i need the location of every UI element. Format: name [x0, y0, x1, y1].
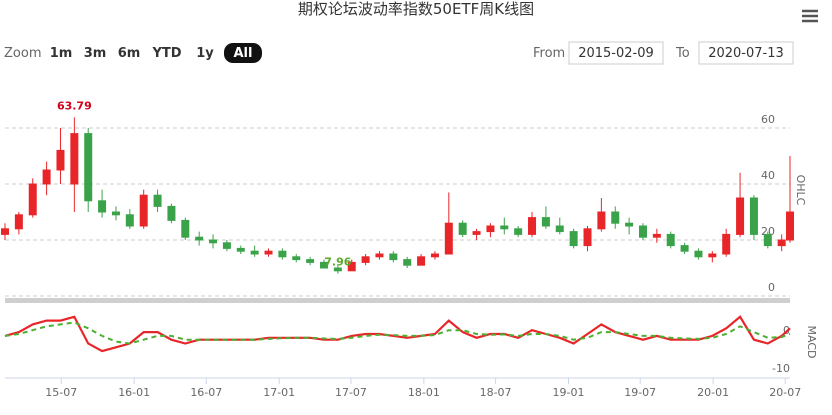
x-tick-label: 19-01	[553, 386, 585, 399]
y-tick-label: 40	[761, 169, 775, 182]
candle-body	[28, 183, 37, 216]
x-tick-label: 18-07	[480, 386, 512, 399]
zoom-label: Zoom	[4, 46, 41, 61]
x-tick-label: 18-01	[408, 386, 440, 399]
candle-body	[209, 239, 218, 244]
candle-body	[70, 133, 79, 185]
candle-body	[111, 211, 120, 216]
candle-body	[84, 133, 93, 202]
candle-body	[417, 256, 426, 266]
candle-body	[736, 197, 745, 235]
y-tick-label: -10	[772, 362, 790, 375]
candle-body	[42, 169, 51, 185]
candle-body	[652, 233, 661, 238]
y-axis-title: OHLC	[794, 175, 807, 206]
candle-body	[98, 200, 107, 213]
candle-body	[430, 253, 439, 258]
macd-line	[4, 315, 791, 353]
candle-body	[389, 253, 398, 261]
annotation: 7.96	[324, 256, 351, 269]
zoom-button[interactable]: 1y	[196, 46, 214, 61]
candle-body	[444, 222, 453, 255]
x-tick-label: 19-07	[624, 386, 656, 399]
candle-body	[181, 219, 190, 238]
y-tick-label: 0	[768, 281, 775, 294]
candle-body	[786, 211, 794, 241]
candle-body	[361, 256, 370, 263]
candle-body	[625, 222, 634, 227]
candle-body	[458, 222, 467, 235]
x-tick-label: 20-07	[769, 386, 801, 399]
candle-body	[694, 250, 703, 258]
candle-body	[472, 231, 481, 235]
zoom-button-bg[interactable]	[224, 43, 262, 63]
candle-body	[666, 233, 675, 247]
candle-body	[292, 256, 301, 261]
candle-body	[708, 253, 717, 258]
to-input[interactable]	[698, 41, 794, 65]
macd-line	[4, 321, 791, 345]
candle-body	[139, 194, 148, 227]
candle-body	[236, 247, 245, 252]
candle-body	[638, 225, 647, 238]
candle-body	[528, 217, 537, 235]
chart-title: 期权论坛波动率指数50ETF周K线图	[298, 0, 534, 18]
annotation: 63.79	[57, 99, 92, 112]
menu-button[interactable]	[798, 6, 822, 26]
candle-body	[583, 228, 592, 247]
candle-body	[486, 225, 495, 233]
candle-body	[264, 250, 273, 255]
candle-body	[749, 197, 758, 235]
y-tick-label: 60	[761, 113, 775, 126]
candle-body	[1, 228, 9, 235]
candle-body	[514, 228, 523, 235]
to-label: To	[675, 46, 690, 61]
from-label: From	[533, 46, 565, 61]
candle-body	[167, 205, 176, 221]
candle-body	[611, 211, 620, 224]
x-tick-label: 17-07	[335, 386, 367, 399]
candle-body	[195, 236, 204, 241]
candle-body	[306, 259, 315, 263]
candle-body	[597, 211, 606, 230]
zoom-button[interactable]: 3m	[84, 46, 107, 61]
zoom-button[interactable]: YTD	[151, 46, 181, 61]
candle-body	[278, 250, 287, 258]
panel-separator	[5, 298, 790, 303]
x-tick-label: 16-01	[118, 386, 150, 399]
candle-body	[125, 214, 134, 227]
x-tick-label: 16-07	[190, 386, 222, 399]
candle-body	[403, 259, 412, 266]
candle-body	[569, 231, 578, 247]
zoom-button[interactable]: 1m	[50, 46, 73, 61]
candle-body	[555, 225, 564, 233]
from-value[interactable]: 2015-02-09	[578, 46, 654, 61]
candle-body	[56, 149, 65, 171]
from-input[interactable]	[568, 41, 664, 65]
candle-body	[680, 245, 689, 252]
candle-body	[250, 250, 259, 255]
x-tick-label: 20-01	[697, 386, 729, 399]
candle-body	[319, 261, 328, 269]
candle-body	[375, 253, 384, 258]
candle-body	[777, 239, 786, 247]
candle-body	[347, 261, 356, 272]
to-value[interactable]: 2020-07-13	[708, 46, 784, 61]
x-tick-label: 15-07	[45, 386, 77, 399]
zoom-button[interactable]: 6m	[118, 46, 141, 61]
candle-body	[541, 217, 550, 227]
candle-body	[14, 214, 23, 230]
x-tick-label: 17-01	[263, 386, 295, 399]
candle-body	[222, 242, 231, 249]
y-axis-title: MACD	[805, 326, 818, 359]
candle-body	[763, 233, 772, 247]
zoom-button[interactable]: All	[234, 46, 253, 61]
candle-body	[722, 233, 731, 255]
candle-body	[500, 225, 509, 230]
candle-body	[153, 194, 162, 207]
candle-body	[333, 267, 342, 272]
